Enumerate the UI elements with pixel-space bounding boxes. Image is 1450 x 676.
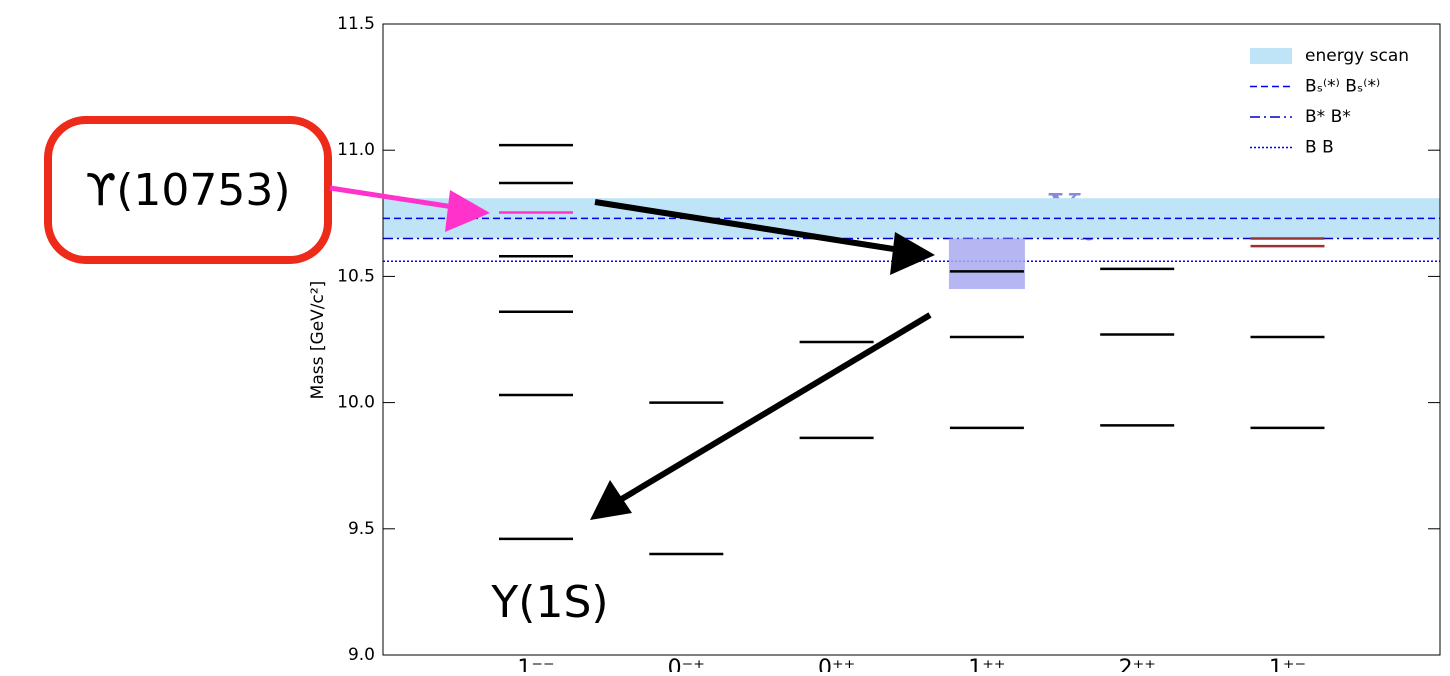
arrow-head: [445, 190, 490, 232]
y-axis-label: Mass [GeV/c²]: [308, 281, 328, 400]
annotation-box: [44, 116, 332, 264]
annotation: Y(1S): [490, 577, 608, 628]
arrow-head: [890, 232, 935, 275]
x-tick-label: 2⁺⁺: [1119, 656, 1156, 672]
y-tick-label: 9.0: [348, 645, 375, 665]
arrow-head: [590, 480, 632, 520]
arrow: [594, 199, 901, 253]
legend-swatch: [1250, 48, 1292, 64]
y-tick-label: 11.5: [337, 14, 375, 34]
legend-label: energy scan: [1305, 46, 1409, 66]
x-tick-label: 0⁺⁺: [818, 656, 855, 672]
arrow: [618, 312, 932, 503]
x-tick-label: 1⁺⁻: [1269, 656, 1306, 672]
legend-label: B* B*: [1305, 107, 1351, 127]
arrows: [329, 185, 935, 520]
y-tick-label: 10.5: [337, 266, 375, 286]
plot-frame: [382, 23, 1441, 656]
x-tick-label: 1⁺⁺: [968, 656, 1005, 672]
y-tick-label: 10.0: [337, 393, 375, 413]
xb-box: [948, 238, 1025, 290]
y-tick-label: 11.0: [337, 140, 375, 160]
annotation: ϒ(10753): [85, 165, 290, 216]
x-tick-label: 1⁻⁻: [517, 656, 554, 672]
legend-label: Bₛ⁽*⁾ Bₛ⁽*⁾: [1305, 77, 1380, 97]
arrow: [329, 185, 461, 211]
legend-label: B B: [1305, 138, 1334, 158]
y-tick-label: 9.5: [348, 519, 375, 539]
x-tick-label: 0⁻⁺: [668, 656, 705, 672]
